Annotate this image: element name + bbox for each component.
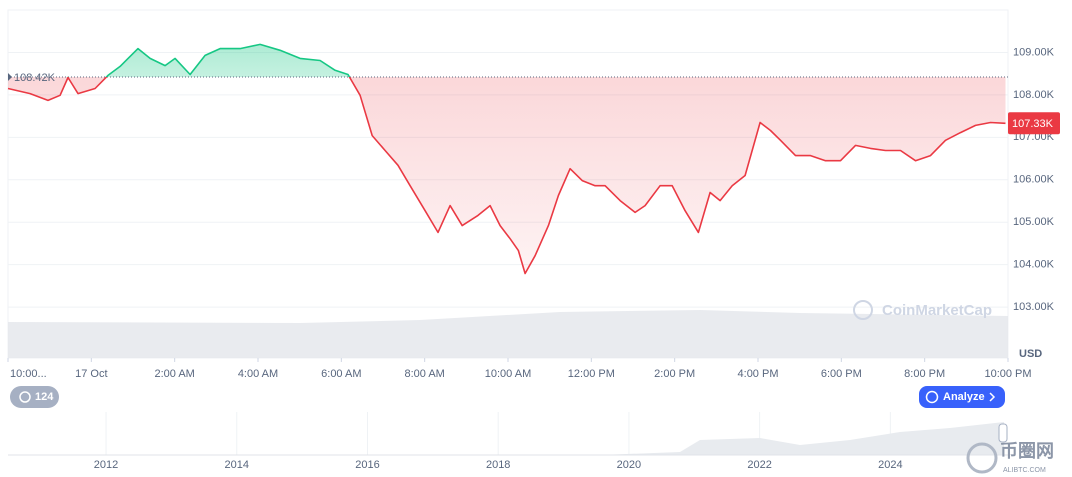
x-tick-label: 10:00... <box>10 368 47 380</box>
price-line <box>7 43 1006 275</box>
analyze-text: Analyze <box>943 391 985 403</box>
navigator-tick-label: 2014 <box>225 459 249 471</box>
y-tick-label: 104.00K <box>1013 259 1055 271</box>
x-tick-label: 2:00 PM <box>654 368 695 380</box>
y-tick-label: 103.00K <box>1013 301 1055 313</box>
badge[interactable]: 124 <box>10 386 59 408</box>
x-tick-label: 4:00 AM <box>238 368 278 380</box>
navigator-handle[interactable] <box>998 423 1008 443</box>
baseline-marker <box>8 73 12 82</box>
x-tick-label: 12:00 PM <box>568 368 615 380</box>
overlay-logo: 币圈网 ALIBTC.COM <box>966 441 1054 474</box>
badge-text: 124 <box>35 391 54 403</box>
x-tick-label: 8:00 PM <box>904 368 945 380</box>
last-price-label: 107.33K <box>1012 118 1054 130</box>
volume-band <box>8 310 1008 358</box>
baseline-label: 108.42K <box>14 72 56 84</box>
analyze-button[interactable]: Analyze <box>919 386 1005 408</box>
x-tick-label: 2:00 AM <box>154 368 194 380</box>
x-tick-label: 10:00 PM <box>984 368 1031 380</box>
overlay-logo-text: 币圈网 <box>1000 441 1054 461</box>
x-tick-label: 6:00 AM <box>321 368 361 380</box>
y-tick-label: 106.00K <box>1013 174 1055 186</box>
x-tick-label: 6:00 PM <box>821 368 862 380</box>
navigator-tick-label: 2020 <box>617 459 641 471</box>
overlay-site: ALIBTC.COM <box>1003 467 1046 474</box>
x-tick-label: 10:00 AM <box>485 368 531 380</box>
navigator-tick-label: 2024 <box>878 459 902 471</box>
watermark-text: CoinMarketCap <box>882 302 992 319</box>
last-price-tag <box>1008 112 1060 135</box>
y-tick-label: 105.00K <box>1013 216 1055 228</box>
navigator-tick-label: 2012 <box>94 459 118 471</box>
area-fill <box>8 44 1006 274</box>
navigator-tick-label: 2022 <box>747 459 771 471</box>
navigator-tick-label: 2018 <box>486 459 510 471</box>
x-tick-label: 4:00 PM <box>738 368 779 380</box>
watermark: CoinMarketCap <box>853 300 992 320</box>
navigator <box>8 412 1008 456</box>
x-tick-label: 17 Oct <box>75 368 107 380</box>
navigator-area <box>8 422 1004 455</box>
x-tick-label: 8:00 AM <box>404 368 444 380</box>
y-tick-label: 108.00K <box>1013 89 1055 101</box>
y-axis-unit: USD <box>1019 348 1042 360</box>
navigator-tick-label: 2016 <box>355 459 379 471</box>
y-tick-label: 109.00K <box>1013 46 1055 58</box>
